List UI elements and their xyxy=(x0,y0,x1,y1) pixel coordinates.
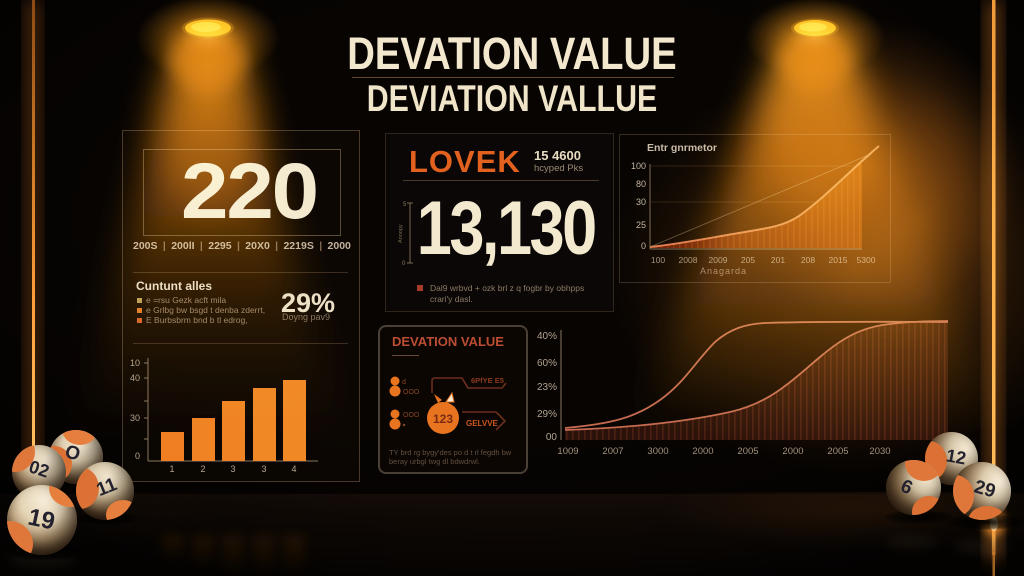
svg-text:10: 10 xyxy=(130,358,140,368)
svg-text:OOO: OOO xyxy=(403,389,420,396)
svg-text:GELVVE: GELVVE xyxy=(466,419,499,428)
svg-text:00: 00 xyxy=(546,432,558,443)
svg-text:2007: 2007 xyxy=(602,446,623,457)
svg-text:60%: 60% xyxy=(537,358,557,369)
svg-text:2030: 2030 xyxy=(869,446,890,457)
svg-text:0: 0 xyxy=(641,241,646,251)
svg-text:2000: 2000 xyxy=(782,446,803,457)
svg-text:100: 100 xyxy=(651,255,665,265)
svg-text:3: 3 xyxy=(261,464,266,474)
svg-text:d: d xyxy=(402,379,406,386)
svg-text:2005: 2005 xyxy=(737,446,758,457)
svg-text:30: 30 xyxy=(636,197,646,207)
svg-text:5: 5 xyxy=(403,202,407,208)
svg-text:2005: 2005 xyxy=(827,446,848,457)
svg-text:4: 4 xyxy=(291,464,296,474)
svg-text:80: 80 xyxy=(636,179,646,189)
svg-text:2: 2 xyxy=(200,464,205,474)
svg-text:23%: 23% xyxy=(537,382,557,393)
svg-text:2009: 2009 xyxy=(709,255,728,265)
svg-text:3: 3 xyxy=(230,464,235,474)
svg-text:OOO: OOO xyxy=(403,412,420,419)
svg-text:5300: 5300 xyxy=(857,255,876,265)
svg-text:40: 40 xyxy=(130,373,140,383)
svg-text:0: 0 xyxy=(135,451,140,461)
svg-text:100: 100 xyxy=(631,161,646,171)
svg-text:2008: 2008 xyxy=(679,255,698,265)
svg-text:30: 30 xyxy=(130,413,140,423)
svg-text:0: 0 xyxy=(402,261,406,267)
svg-text:29%: 29% xyxy=(537,409,557,420)
svg-text:201: 201 xyxy=(771,255,785,265)
svg-text:205: 205 xyxy=(741,255,755,265)
svg-text:3000: 3000 xyxy=(647,446,668,457)
svg-text:1: 1 xyxy=(169,464,174,474)
svg-text:2000: 2000 xyxy=(692,446,713,457)
svg-text:1009: 1009 xyxy=(557,446,578,457)
svg-text:25: 25 xyxy=(636,220,646,230)
svg-text:2015: 2015 xyxy=(829,255,848,265)
svg-text:6PfYE E5: 6PfYE E5 xyxy=(471,376,504,385)
svg-text:208: 208 xyxy=(801,255,815,265)
svg-text:Annopy: Annopy xyxy=(398,224,404,243)
svg-text:40%: 40% xyxy=(537,331,557,342)
svg-text:123: 123 xyxy=(433,412,453,426)
